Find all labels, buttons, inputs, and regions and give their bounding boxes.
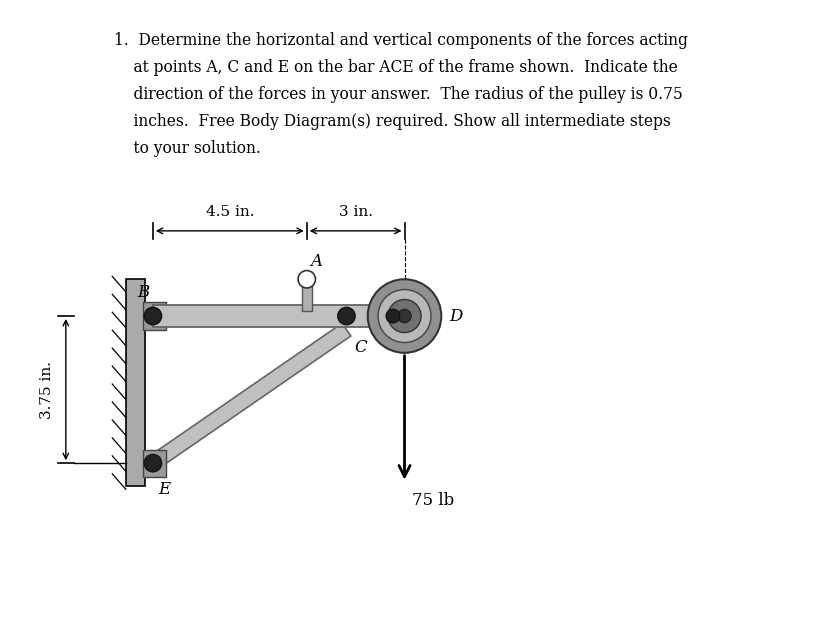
Circle shape: [145, 455, 162, 472]
Text: inches.  Free Body Diagram(s) required. Show all intermediate steps: inches. Free Body Diagram(s) required. S…: [114, 113, 671, 130]
Bar: [302, 273, 311, 311]
Text: 3.75 in.: 3.75 in.: [40, 361, 55, 418]
Circle shape: [378, 290, 431, 342]
Bar: [126, 279, 145, 486]
Text: B: B: [137, 283, 149, 301]
Circle shape: [298, 271, 316, 288]
Text: C: C: [354, 339, 367, 356]
Circle shape: [338, 307, 355, 325]
Text: to your solution.: to your solution.: [114, 140, 261, 157]
Circle shape: [368, 279, 441, 353]
Circle shape: [386, 309, 400, 323]
Bar: [143, 450, 167, 477]
Text: A: A: [311, 252, 323, 269]
Text: direction of the forces in your answer.  The radius of the pulley is 0.75: direction of the forces in your answer. …: [114, 86, 683, 103]
Circle shape: [388, 299, 421, 333]
Circle shape: [398, 309, 411, 323]
Text: E: E: [159, 481, 171, 498]
Text: 75 lb: 75 lb: [412, 492, 454, 509]
Bar: [153, 306, 415, 327]
Polygon shape: [149, 323, 351, 470]
Text: at points A, C and E on the bar ACE of the frame shown.  Indicate the: at points A, C and E on the bar ACE of t…: [114, 58, 678, 75]
Text: 4.5 in.: 4.5 in.: [206, 205, 254, 219]
Circle shape: [145, 307, 162, 325]
Text: 3 in.: 3 in.: [339, 205, 373, 219]
Text: 1.  Determine the horizontal and vertical components of the forces acting: 1. Determine the horizontal and vertical…: [114, 32, 688, 49]
Bar: [143, 302, 167, 330]
Text: D: D: [449, 307, 463, 325]
